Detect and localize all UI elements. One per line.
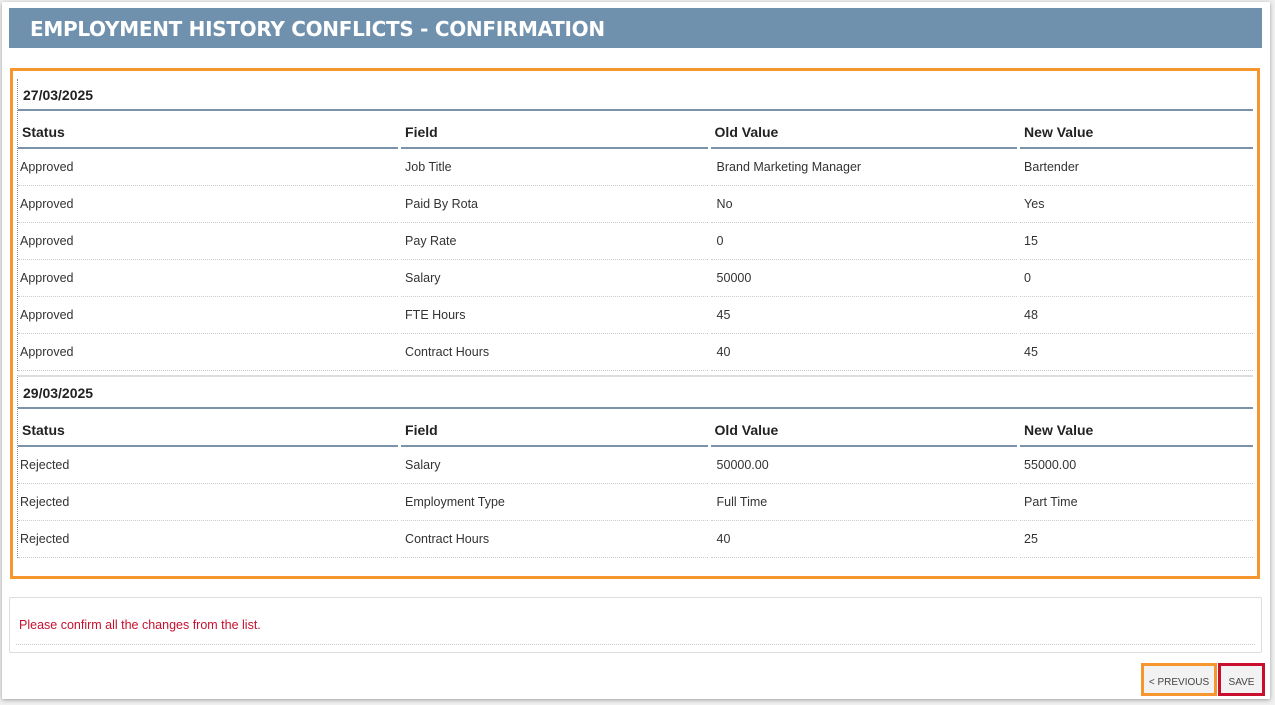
table-cell: Bartender xyxy=(1020,149,1253,186)
date-section: 27/03/2025 Status Field Old Value New Value A… xyxy=(17,79,1253,371)
table-cell: Pay Rate xyxy=(401,223,708,260)
table-cell: Rejected xyxy=(18,521,399,558)
table-cell: 25 xyxy=(1020,521,1253,558)
table-cell: Part Time xyxy=(1020,484,1253,521)
table-cell: 55000.00 xyxy=(1020,447,1253,484)
section-date: 27/03/2025 xyxy=(18,79,1253,111)
table-row: Rejected Contract Hours 40 25 xyxy=(18,521,1253,558)
table-row: Rejected Salary 50000.00 55000.00 xyxy=(18,447,1253,484)
table-cell: 0 xyxy=(1020,260,1253,297)
column-header: Old Value xyxy=(710,409,1018,447)
table-cell: 0 xyxy=(710,223,1018,260)
confirmation-message-box: Please confirm all the changes from the … xyxy=(9,597,1262,653)
previous-button[interactable]: < PREVIOUS xyxy=(1141,663,1217,696)
table-cell: Employment Type xyxy=(401,484,708,521)
confirmation-message: Please confirm all the changes from the … xyxy=(19,618,261,632)
table-cell: Contract Hours xyxy=(401,521,708,558)
table-cell: Yes xyxy=(1020,186,1253,223)
table-row: Approved Paid By Rota No Yes xyxy=(18,186,1253,223)
table-cell: Job Title xyxy=(401,149,708,186)
table-cell: Approved xyxy=(18,149,399,186)
date-section: 29/03/2025 Status Field Old Value New Value R… xyxy=(17,375,1253,558)
column-header: Field xyxy=(401,111,708,149)
column-header: New Value xyxy=(1020,111,1253,149)
table-cell: Contract Hours xyxy=(401,334,708,371)
table-cell: Salary xyxy=(401,260,708,297)
table-header: Status Field Old Value New Value xyxy=(18,409,1253,447)
table-cell: Rejected xyxy=(18,484,399,521)
table-row: Approved Salary 50000 0 xyxy=(18,260,1253,297)
table-cell: Salary xyxy=(401,447,708,484)
table-cell: Brand Marketing Manager xyxy=(710,149,1018,186)
column-header: Status xyxy=(18,111,399,149)
section-date: 29/03/2025 xyxy=(18,377,1253,409)
column-header: Old Value xyxy=(710,111,1018,149)
table-cell: 45 xyxy=(710,297,1018,334)
table-row: Approved FTE Hours 45 48 xyxy=(18,297,1253,334)
page-title: EMPLOYMENT HISTORY CONFLICTS - CONFIRMAT… xyxy=(9,8,1262,48)
table-cell: Approved xyxy=(18,186,399,223)
table-cell: 48 xyxy=(1020,297,1253,334)
table-cell: Approved xyxy=(18,223,399,260)
column-header: Field xyxy=(401,409,708,447)
table-cell: 40 xyxy=(710,334,1018,371)
table-cell: Paid By Rota xyxy=(401,186,708,223)
table-row: Approved Pay Rate 0 15 xyxy=(18,223,1253,260)
column-header: New Value xyxy=(1020,409,1253,447)
changes-table: Status Field Old Value New Value Rejected Sal… xyxy=(15,409,1256,558)
table-cell: 50000.00 xyxy=(710,447,1018,484)
table-cell: Approved xyxy=(18,334,399,371)
table-row: Approved Contract Hours 40 45 xyxy=(18,334,1253,371)
changes-table: Status Field Old Value New Value Approved Job… xyxy=(15,111,1256,371)
table-cell: 50000 xyxy=(710,260,1018,297)
table-header: Status Field Old Value New Value xyxy=(18,111,1253,149)
table-cell: Approved xyxy=(18,260,399,297)
save-button[interactable]: SAVE xyxy=(1218,663,1265,696)
column-header: Status xyxy=(18,409,399,447)
table-cell: Rejected xyxy=(18,447,399,484)
table-cell: 40 xyxy=(710,521,1018,558)
table-cell: FTE Hours xyxy=(401,297,708,334)
table-cell: 15 xyxy=(1020,223,1253,260)
table-row: Approved Job Title Brand Marketing Manager… xyxy=(18,149,1253,186)
table-cell: No xyxy=(710,186,1018,223)
conflicts-list: 27/03/2025 Status Field Old Value New Value A… xyxy=(10,68,1260,579)
table-cell: Full Time xyxy=(710,484,1018,521)
table-row: Rejected Employment Type Full Time Part Tim… xyxy=(18,484,1253,521)
table-cell: Approved xyxy=(18,297,399,334)
table-cell: 45 xyxy=(1020,334,1253,371)
